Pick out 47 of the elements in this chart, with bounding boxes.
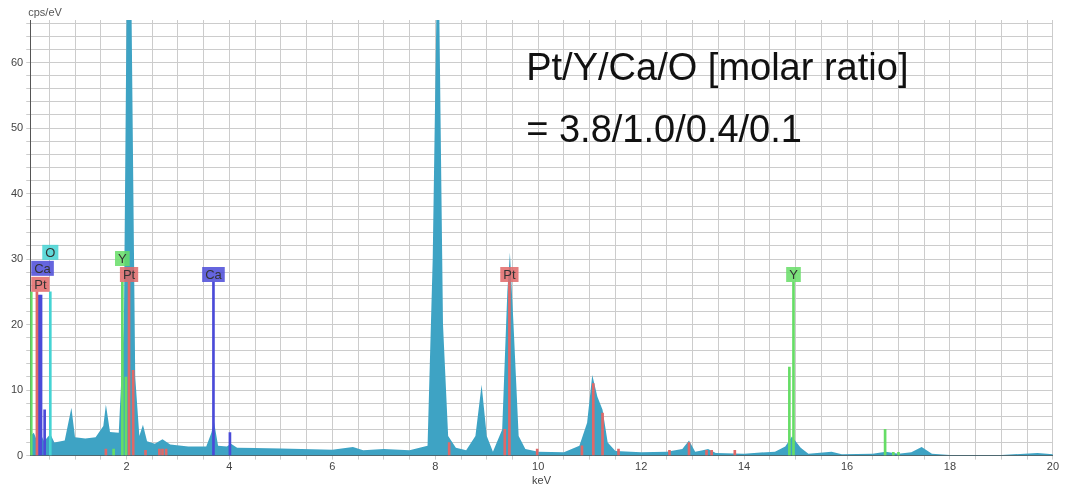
x-tick-label: 6 — [329, 460, 336, 473]
bar — [158, 448, 161, 456]
bar — [48, 291, 52, 456]
y-tick-label: 40 — [10, 186, 24, 199]
x-tick-label: 8 — [432, 460, 439, 473]
bar — [161, 448, 164, 456]
x-tick-label: 12 — [635, 460, 648, 473]
y-tick-label: 20 — [10, 317, 24, 330]
x-axis-title: keV — [532, 474, 552, 487]
bar — [591, 383, 595, 456]
data-label: Pt — [503, 267, 516, 283]
y-tick-label: 60 — [10, 55, 24, 68]
bar — [892, 452, 895, 456]
x-tick-label: 14 — [737, 460, 751, 473]
bar — [710, 450, 713, 456]
bar — [705, 450, 708, 456]
data-label: Y — [118, 251, 128, 267]
y-tick-label: 50 — [10, 121, 24, 134]
x-tick-label: 10 — [532, 460, 545, 473]
y-tick-label: 10 — [10, 383, 24, 396]
bar — [121, 281, 124, 456]
y-tick-label: 30 — [10, 252, 24, 265]
annotation: = 3.8/1.0/0.4/0.1 — [526, 108, 802, 150]
bar — [668, 450, 671, 456]
bar — [144, 450, 147, 456]
bar — [447, 442, 451, 456]
bar — [503, 429, 507, 456]
data-label: Y — [789, 267, 799, 283]
x-tick-label: 18 — [943, 460, 957, 473]
bar — [897, 452, 900, 456]
x-tick-label: 16 — [840, 460, 854, 473]
data-label: Ca — [205, 267, 223, 283]
y-axis-title: cps/eV — [28, 6, 63, 18]
x-tick-label: 4 — [226, 460, 233, 473]
bar — [617, 448, 620, 456]
bar — [733, 450, 737, 456]
bar — [601, 412, 604, 456]
data-label: O — [45, 244, 56, 260]
annotation: Pt/Y/Ca/O [molar ratio] — [526, 46, 909, 88]
data-label: Ca — [34, 260, 52, 276]
y-tick-label: 0 — [17, 448, 24, 461]
bar — [112, 448, 115, 456]
data-label: Pt — [34, 276, 47, 292]
x-tick-label: 20 — [1046, 460, 1060, 473]
x-tick-label: 2 — [123, 460, 130, 473]
bar — [535, 448, 539, 456]
data-label: Pt — [122, 267, 136, 283]
